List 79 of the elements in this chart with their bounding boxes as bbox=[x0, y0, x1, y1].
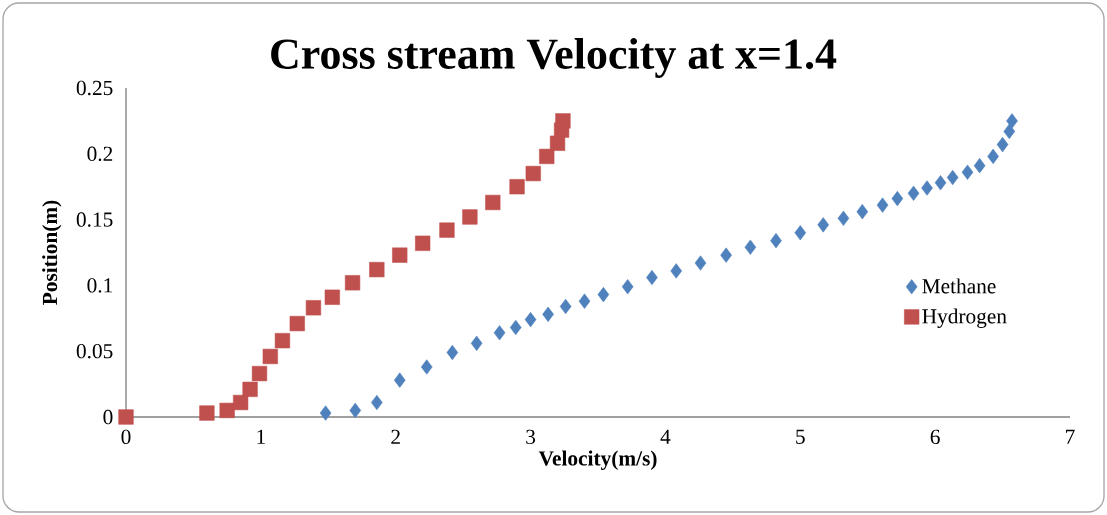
x-tick-label: 0 bbox=[121, 429, 131, 445]
y-tick-label: 0.15 bbox=[76, 212, 113, 227]
point bbox=[392, 247, 408, 263]
y-tick-label: 0 bbox=[103, 409, 113, 425]
point bbox=[961, 164, 974, 180]
point bbox=[578, 293, 591, 309]
point bbox=[274, 333, 291, 349]
point bbox=[720, 247, 732, 263]
y-tick-label: 0.05 bbox=[76, 343, 113, 359]
point bbox=[199, 405, 215, 421]
point bbox=[525, 165, 541, 182]
point bbox=[794, 225, 807, 241]
point bbox=[493, 325, 506, 341]
point bbox=[670, 263, 682, 279]
point bbox=[621, 279, 634, 295]
point bbox=[694, 255, 707, 271]
point bbox=[1003, 123, 1016, 140]
point bbox=[369, 262, 385, 278]
point bbox=[219, 402, 235, 419]
x-tick-label: 6 bbox=[930, 429, 940, 445]
point bbox=[987, 148, 999, 165]
point bbox=[509, 179, 525, 195]
point bbox=[462, 209, 478, 225]
point bbox=[242, 381, 258, 397]
x-tick-label: 5 bbox=[796, 429, 805, 444]
point bbox=[393, 372, 406, 388]
point bbox=[251, 365, 268, 382]
point bbox=[597, 287, 610, 303]
point bbox=[973, 158, 986, 174]
point bbox=[907, 185, 920, 201]
point bbox=[289, 315, 305, 332]
point bbox=[415, 235, 431, 251]
point bbox=[446, 344, 459, 361]
point bbox=[324, 289, 340, 305]
x-tick-label: 7 bbox=[1066, 429, 1075, 444]
point bbox=[344, 275, 361, 291]
y-tick-label: 0.25 bbox=[76, 80, 113, 96]
point bbox=[921, 180, 933, 196]
y-tick-label: 0.2 bbox=[87, 146, 113, 162]
point bbox=[1006, 113, 1018, 129]
point bbox=[817, 217, 829, 233]
x-axis-title: Velocity(m/s) bbox=[538, 450, 657, 470]
point bbox=[319, 405, 332, 421]
y-tick-label: 0.1 bbox=[87, 278, 113, 293]
point bbox=[509, 319, 522, 336]
point bbox=[996, 136, 1009, 153]
point bbox=[856, 204, 869, 220]
legend-label: Hydrogen bbox=[922, 308, 1007, 328]
point bbox=[539, 148, 555, 165]
point bbox=[934, 175, 947, 191]
point bbox=[549, 135, 566, 151]
point bbox=[555, 113, 571, 129]
point bbox=[946, 169, 959, 186]
point bbox=[371, 394, 383, 411]
x-tick-label: 3 bbox=[526, 429, 536, 445]
x-tick-label: 1 bbox=[257, 429, 265, 444]
y-axis-title: Position(m) bbox=[42, 200, 62, 305]
point bbox=[420, 359, 433, 375]
point bbox=[891, 190, 904, 207]
point bbox=[305, 300, 322, 316]
point bbox=[262, 348, 278, 365]
x-tick-label: 2 bbox=[391, 429, 400, 444]
x-tick-label: 4 bbox=[660, 429, 671, 444]
point bbox=[542, 306, 554, 322]
point bbox=[485, 194, 501, 211]
point bbox=[439, 222, 455, 238]
point bbox=[837, 210, 850, 226]
point bbox=[646, 269, 658, 286]
chart-title: Cross stream Velocity at x=1.4 bbox=[271, 37, 837, 79]
legend-label: Methane bbox=[922, 278, 996, 294]
point bbox=[470, 335, 483, 351]
point bbox=[876, 197, 889, 213]
point bbox=[118, 409, 134, 425]
point bbox=[233, 394, 249, 411]
point bbox=[770, 233, 782, 249]
point bbox=[559, 298, 572, 315]
point bbox=[524, 312, 537, 328]
point bbox=[744, 239, 757, 255]
point bbox=[349, 402, 362, 419]
